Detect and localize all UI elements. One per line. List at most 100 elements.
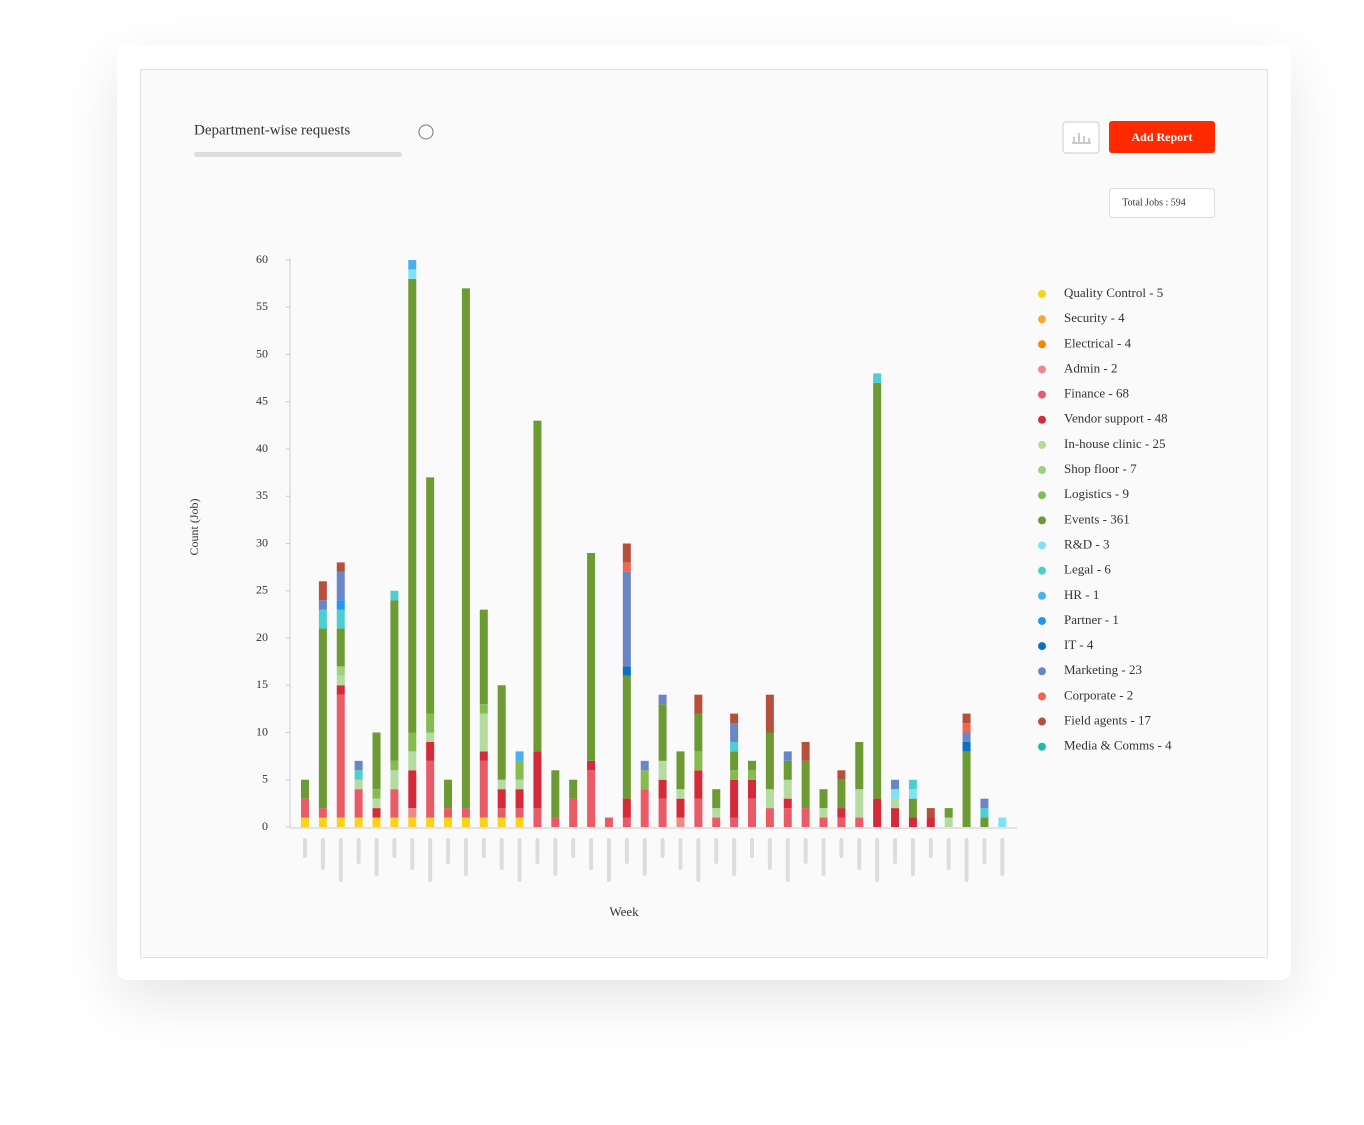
bar-segment (837, 808, 846, 818)
bar-segment (730, 713, 739, 724)
bar-segment (336, 666, 345, 676)
x-tick-placeholder (499, 838, 504, 870)
bar-segment (336, 817, 345, 827)
bar-segment (730, 751, 739, 771)
x-tick-placeholder (875, 838, 880, 882)
bar-segment (390, 590, 399, 601)
legend-label: Field agents - 17 (1064, 713, 1152, 728)
bar-segment (354, 817, 363, 827)
help-icon[interactable] (418, 124, 434, 140)
x-tick-placeholder (392, 838, 397, 858)
bar-segment (479, 609, 488, 705)
y-tick-label: 55 (256, 299, 268, 313)
legend-label: Legal - 6 (1064, 562, 1111, 577)
add-report-button[interactable] (1109, 121, 1215, 153)
x-tick-placeholder (374, 838, 379, 876)
x-tick-placeholder (678, 838, 683, 870)
x-tick-placeholder (839, 838, 844, 858)
bar-segment (408, 770, 417, 809)
bar-segment (479, 704, 488, 714)
bar-segment (748, 798, 756, 827)
bar-segment (426, 741, 435, 761)
bar-segment (908, 779, 917, 790)
bar-segment (587, 760, 596, 771)
bar-segment (748, 779, 756, 799)
x-tick-placeholder (696, 838, 701, 882)
bar-segment (354, 789, 363, 818)
bar-segment (336, 675, 345, 686)
bar-segment (497, 817, 506, 827)
bar-segment (712, 817, 721, 827)
bar-segment (587, 552, 596, 761)
legend-marker (1038, 440, 1046, 449)
x-tick-placeholder (910, 838, 915, 876)
bar-segment (891, 779, 900, 790)
x-tick-placeholder (660, 838, 665, 858)
bar-segment (301, 779, 309, 799)
legend-marker (1038, 616, 1046, 625)
x-tick-placeholder (338, 838, 343, 882)
bar-segment (873, 798, 882, 827)
x-tick-placeholder (893, 838, 898, 864)
bar-segment (676, 751, 685, 790)
legend-marker (1038, 365, 1046, 374)
legend-label: Marketing - 23 (1064, 662, 1142, 677)
bar-segment (622, 571, 631, 667)
legend-label: Corporate - 2 (1064, 687, 1133, 702)
bar-segment (730, 723, 739, 742)
legend-marker (1038, 415, 1046, 424)
x-tick-placeholder (821, 838, 826, 876)
bar-segment (444, 817, 453, 827)
x-tick-placeholder (356, 838, 361, 864)
bar-segment (336, 685, 345, 695)
bar-segment (336, 628, 345, 667)
x-tick-placeholder (946, 838, 951, 870)
bar-segment (497, 808, 506, 818)
bar-segment (962, 732, 971, 742)
bar-segment (783, 760, 792, 780)
x-tick-placeholder (553, 838, 558, 876)
chart-type-button[interactable] (1062, 121, 1100, 154)
button-label[interactable]: Add Report (1131, 130, 1192, 144)
bar-segment (461, 808, 470, 818)
bar-segment (372, 789, 381, 799)
bar-segment (497, 779, 506, 790)
y-tick-label: 15 (256, 677, 268, 691)
bar-segment (372, 732, 381, 790)
bar-segment (426, 713, 435, 733)
legend-label: Partner - 1 (1064, 612, 1119, 627)
bar-segment (318, 808, 327, 818)
bar-segment (497, 685, 506, 780)
legend-marker (1038, 390, 1046, 399)
y-tick-label: 35 (256, 488, 268, 502)
bar-segment (533, 808, 542, 827)
bar-segment (354, 779, 363, 790)
bar-segment (408, 732, 417, 752)
bar-segment (676, 789, 685, 799)
bar-segment (873, 373, 882, 383)
x-tick-placeholder (767, 838, 772, 870)
bar-segment (336, 571, 345, 601)
bar-segment (980, 798, 989, 809)
x-tick-placeholder (589, 838, 594, 870)
bar-segment (783, 808, 792, 827)
bar-segment (372, 798, 381, 809)
legend-marker (1038, 566, 1046, 575)
bar-segment (301, 798, 309, 818)
x-tick-placeholder (624, 838, 629, 864)
bar-segment (765, 694, 774, 733)
y-tick-label: 60 (256, 252, 268, 266)
bar-segment (551, 817, 560, 827)
bar-segment (408, 278, 417, 733)
bar-segment (694, 751, 703, 771)
bar-segment (926, 817, 935, 827)
bar-segment (712, 789, 721, 809)
bar-segment (962, 751, 971, 827)
x-tick-placeholder (857, 838, 862, 870)
legend-marker (1038, 642, 1046, 651)
x-tick-placeholder (1000, 838, 1005, 876)
bar-segment (819, 808, 828, 818)
total-label: Total Jobs : 594 (1122, 197, 1185, 208)
